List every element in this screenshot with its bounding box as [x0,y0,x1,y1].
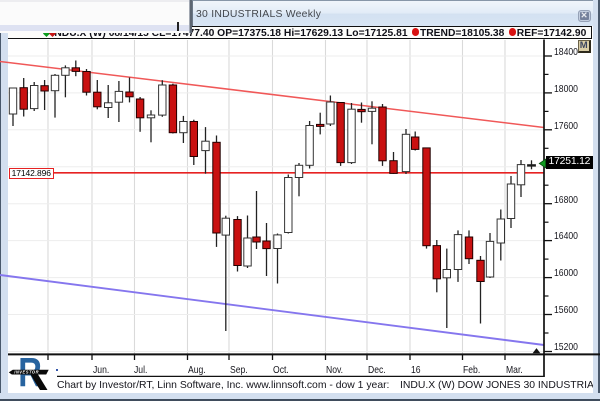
svg-text:INVESTOR: INVESTOR [14,370,39,375]
